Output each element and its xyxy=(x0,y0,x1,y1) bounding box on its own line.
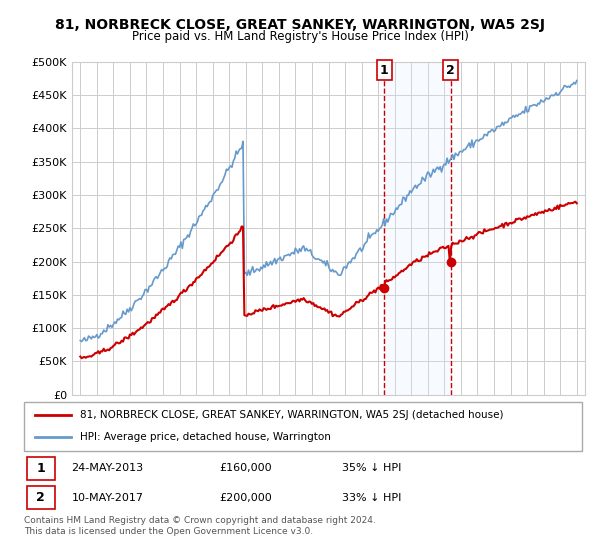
Text: 2: 2 xyxy=(446,64,455,77)
Text: 1: 1 xyxy=(37,462,45,475)
Text: 33% ↓ HPI: 33% ↓ HPI xyxy=(342,493,401,503)
FancyBboxPatch shape xyxy=(27,456,55,480)
Text: HPI: Average price, detached house, Warrington: HPI: Average price, detached house, Warr… xyxy=(80,432,331,442)
Bar xyxy=(385,62,451,395)
Text: 81, NORBRECK CLOSE, GREAT SANKEY, WARRINGTON, WA5 2SJ: 81, NORBRECK CLOSE, GREAT SANKEY, WARRIN… xyxy=(55,18,545,32)
Text: 10-MAY-2017: 10-MAY-2017 xyxy=(71,493,143,503)
Text: 24-MAY-2013: 24-MAY-2013 xyxy=(71,463,143,473)
Text: Price paid vs. HM Land Registry's House Price Index (HPI): Price paid vs. HM Land Registry's House … xyxy=(131,30,469,43)
Text: £200,000: £200,000 xyxy=(220,493,272,503)
FancyBboxPatch shape xyxy=(24,402,582,451)
Text: 1: 1 xyxy=(380,64,389,77)
Text: 2: 2 xyxy=(37,491,45,504)
Text: £160,000: £160,000 xyxy=(220,463,272,473)
Text: 35% ↓ HPI: 35% ↓ HPI xyxy=(342,463,401,473)
Text: Contains HM Land Registry data © Crown copyright and database right 2024.
This d: Contains HM Land Registry data © Crown c… xyxy=(24,516,376,536)
FancyBboxPatch shape xyxy=(27,486,55,510)
Text: 81, NORBRECK CLOSE, GREAT SANKEY, WARRINGTON, WA5 2SJ (detached house): 81, NORBRECK CLOSE, GREAT SANKEY, WARRIN… xyxy=(80,410,503,420)
